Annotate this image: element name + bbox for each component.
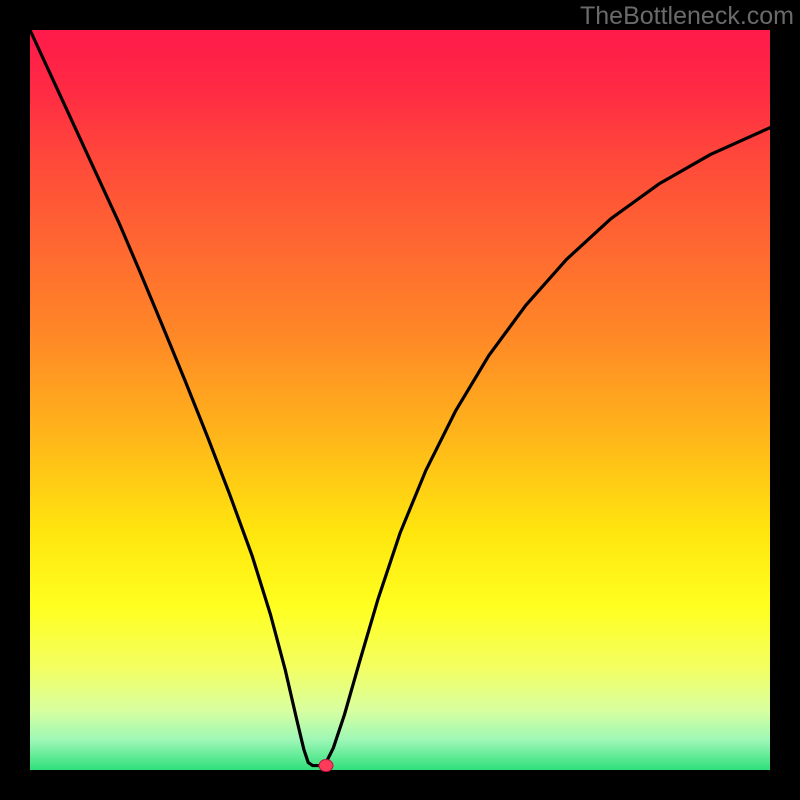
chart-background	[30, 30, 770, 770]
bottleneck-chart	[0, 0, 800, 800]
optimum-marker	[319, 760, 333, 772]
watermark-text: TheBottleneck.com	[580, 2, 794, 31]
